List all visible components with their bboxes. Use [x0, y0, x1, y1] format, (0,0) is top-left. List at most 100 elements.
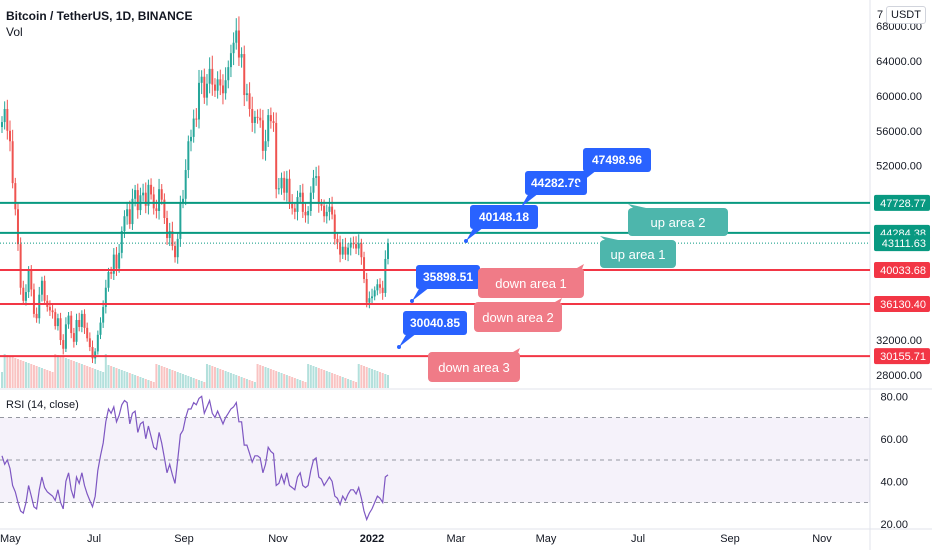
- candle-body: [299, 192, 302, 198]
- volume-bar: [22, 361, 25, 388]
- candle-body: [368, 298, 371, 303]
- volume-bar: [64, 358, 67, 388]
- level-lines: 47728.7744284.3843111.6340033.6836130.40…: [0, 194, 930, 365]
- volume-bar: [72, 361, 75, 388]
- candle-body: [104, 287, 107, 307]
- volume-bar: [166, 368, 169, 388]
- volume-bar: [40, 368, 43, 388]
- volume-bar: [285, 375, 288, 388]
- candle-body: [363, 257, 366, 280]
- volume-bar: [229, 373, 232, 388]
- candle-body: [379, 284, 382, 288]
- volume-bar: [333, 374, 336, 388]
- price-tick-label: 7: [877, 9, 883, 21]
- volume-bar: [296, 379, 299, 388]
- candle-body: [227, 67, 230, 81]
- candle-body: [339, 242, 342, 255]
- volume-bar: [339, 376, 342, 388]
- candle-body: [62, 340, 65, 349]
- candle-body: [336, 238, 339, 243]
- callout-label: up area 1: [611, 247, 666, 262]
- volume-bar: [301, 381, 304, 388]
- candle-body: [192, 118, 195, 137]
- price-tick-label: 56000.00: [876, 126, 922, 138]
- candle-body: [24, 292, 27, 301]
- volume-bar: [67, 359, 70, 388]
- volume-legend[interactable]: Vol: [6, 25, 23, 39]
- candle-body: [174, 245, 177, 258]
- volume-bar: [323, 370, 326, 388]
- volume-bar: [174, 371, 177, 388]
- price-tag: [470, 205, 538, 229]
- volume-bar: [112, 367, 115, 388]
- volume-bar: [86, 366, 89, 388]
- currency-badge[interactable]: USDT: [886, 6, 926, 24]
- time-tick-label: Sep: [174, 533, 194, 545]
- candle-body: [309, 192, 312, 212]
- volume-bar: [304, 382, 307, 388]
- volume-bar: [312, 366, 315, 388]
- level-price-label: 40033.68: [880, 265, 926, 277]
- candle-body: [371, 296, 374, 299]
- candle-body: [78, 319, 81, 327]
- volume-bar: [83, 365, 86, 388]
- volume-bar: [3, 354, 6, 388]
- volume-bar: [54, 354, 57, 388]
- volume-bar: [248, 380, 251, 388]
- price-tick-label: 52000.00: [876, 161, 922, 173]
- candle-body: [123, 216, 126, 232]
- candle-body: [86, 327, 89, 339]
- candle-body: [96, 334, 99, 352]
- candle-body: [237, 30, 240, 58]
- volume-bar: [78, 363, 81, 388]
- volume-bar: [261, 366, 264, 388]
- volume-bar: [269, 369, 272, 388]
- volume-bar: [99, 371, 102, 388]
- volume-bar: [139, 377, 142, 388]
- candle-body: [118, 252, 121, 269]
- candle-body: [328, 206, 331, 212]
- candle-body: [112, 254, 115, 274]
- candle-body: [158, 189, 161, 212]
- volume-bar: [190, 377, 193, 388]
- volume-bar: [299, 380, 302, 388]
- candle-body: [307, 211, 310, 216]
- volume-bar: [107, 365, 110, 388]
- volume-bar: [331, 373, 334, 388]
- volume-bar: [237, 376, 240, 388]
- rsi-pane: 80.00 60.00 40.00 20.00 RSI (14, close): [0, 391, 908, 531]
- volume-bar: [38, 367, 41, 388]
- candle-body: [243, 54, 246, 96]
- callout-label: down area 2: [482, 310, 554, 325]
- volume-bar: [208, 365, 211, 388]
- volume-bar: [224, 371, 227, 388]
- callout-box: [428, 352, 520, 382]
- candle-body: [51, 310, 54, 313]
- candle-body: [283, 177, 286, 193]
- price-path: 30040.85 35898.51 40148.18 44282.79 47498.96: [397, 148, 651, 349]
- volume-bar: [211, 366, 214, 388]
- price-tag-pointer: [521, 193, 539, 207]
- candle-body: [224, 80, 227, 94]
- candle-body: [126, 209, 129, 217]
- volume-bar: [35, 366, 38, 388]
- volume-bar: [272, 370, 275, 388]
- volume-bar: [102, 372, 105, 388]
- candles: [1, 16, 389, 364]
- rsi-legend: RSI (14, close): [6, 399, 79, 411]
- volume-bar: [245, 379, 248, 388]
- candle-body: [88, 338, 91, 348]
- volume-bar: [16, 359, 19, 388]
- candle-body: [213, 84, 216, 91]
- volume-bar: [171, 370, 174, 388]
- volume-bar: [136, 376, 139, 388]
- volume-bar: [123, 371, 126, 388]
- volume-bar: [293, 378, 296, 388]
- candle-body: [373, 290, 376, 297]
- candle-body: [14, 183, 17, 210]
- volume-bar: [240, 377, 243, 388]
- volume-bar: [235, 375, 238, 388]
- symbol-title[interactable]: Bitcoin / TetherUS, 1D, BINANCE: [6, 9, 193, 23]
- candle-body: [160, 189, 163, 200]
